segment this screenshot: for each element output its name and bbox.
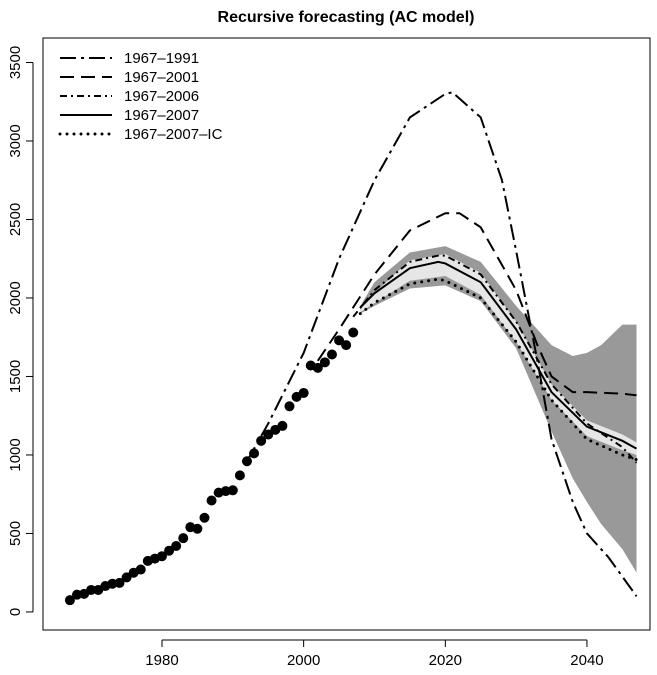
observed-point	[114, 577, 125, 588]
observed-point	[199, 512, 210, 523]
y-tick-label: 3000	[7, 124, 24, 157]
forecast-band	[360, 254, 637, 455]
observed-point	[341, 340, 352, 351]
x-tick-label: 2020	[429, 652, 462, 669]
forecast-line	[246, 91, 638, 597]
y-tick-label: 2000	[7, 281, 24, 314]
x-tick-label: 1980	[145, 652, 178, 669]
forecast-line	[359, 260, 638, 450]
y-tick-label: 1500	[7, 360, 24, 393]
chart-title: Recursive forecasting (AC model)	[218, 9, 475, 26]
observed-point	[164, 545, 175, 556]
y-tick-label: 500	[7, 521, 24, 546]
y-tick-label: 0	[7, 608, 24, 616]
observed-point	[192, 523, 203, 534]
plot-box	[42, 37, 651, 631]
observed-point	[334, 335, 345, 346]
observed-point	[263, 429, 274, 440]
observed-point	[135, 564, 146, 575]
observed-point	[277, 420, 288, 431]
x-tick-label: 2000	[287, 652, 320, 669]
y-tick-label: 2500	[7, 203, 24, 236]
observed-point	[227, 485, 238, 496]
forecast-line	[316, 212, 637, 397]
observed-point	[312, 362, 323, 373]
legend-label: 1967–2007–IC	[124, 126, 223, 143]
forecast-line	[358, 277, 639, 462]
forecast-line	[352, 254, 638, 464]
observed-point	[64, 595, 75, 606]
observed-point	[326, 349, 337, 360]
observed-point	[121, 572, 132, 583]
observed-point	[319, 357, 330, 368]
legend-label: 1967–2001	[124, 69, 199, 86]
observed-point	[178, 533, 189, 544]
legend-label: 1967–2006	[124, 88, 199, 105]
observed-point	[256, 435, 267, 446]
observed-point	[171, 541, 182, 552]
observed-point	[298, 387, 309, 398]
observed-point	[284, 401, 295, 412]
y-tick-label: 1000	[7, 438, 24, 471]
observed-point	[348, 327, 359, 338]
legend-label: 1967–2007	[124, 107, 199, 124]
forecast-band	[360, 246, 637, 573]
legend-label: 1967–1991	[124, 50, 199, 67]
observed-point	[241, 456, 252, 467]
observed-point	[206, 495, 217, 506]
x-tick-label: 2040	[570, 652, 603, 669]
observed-point	[249, 448, 260, 459]
observed-point	[234, 470, 245, 481]
y-tick-label: 3500	[7, 46, 24, 79]
observed-point	[156, 551, 167, 562]
observed-point	[86, 584, 97, 595]
